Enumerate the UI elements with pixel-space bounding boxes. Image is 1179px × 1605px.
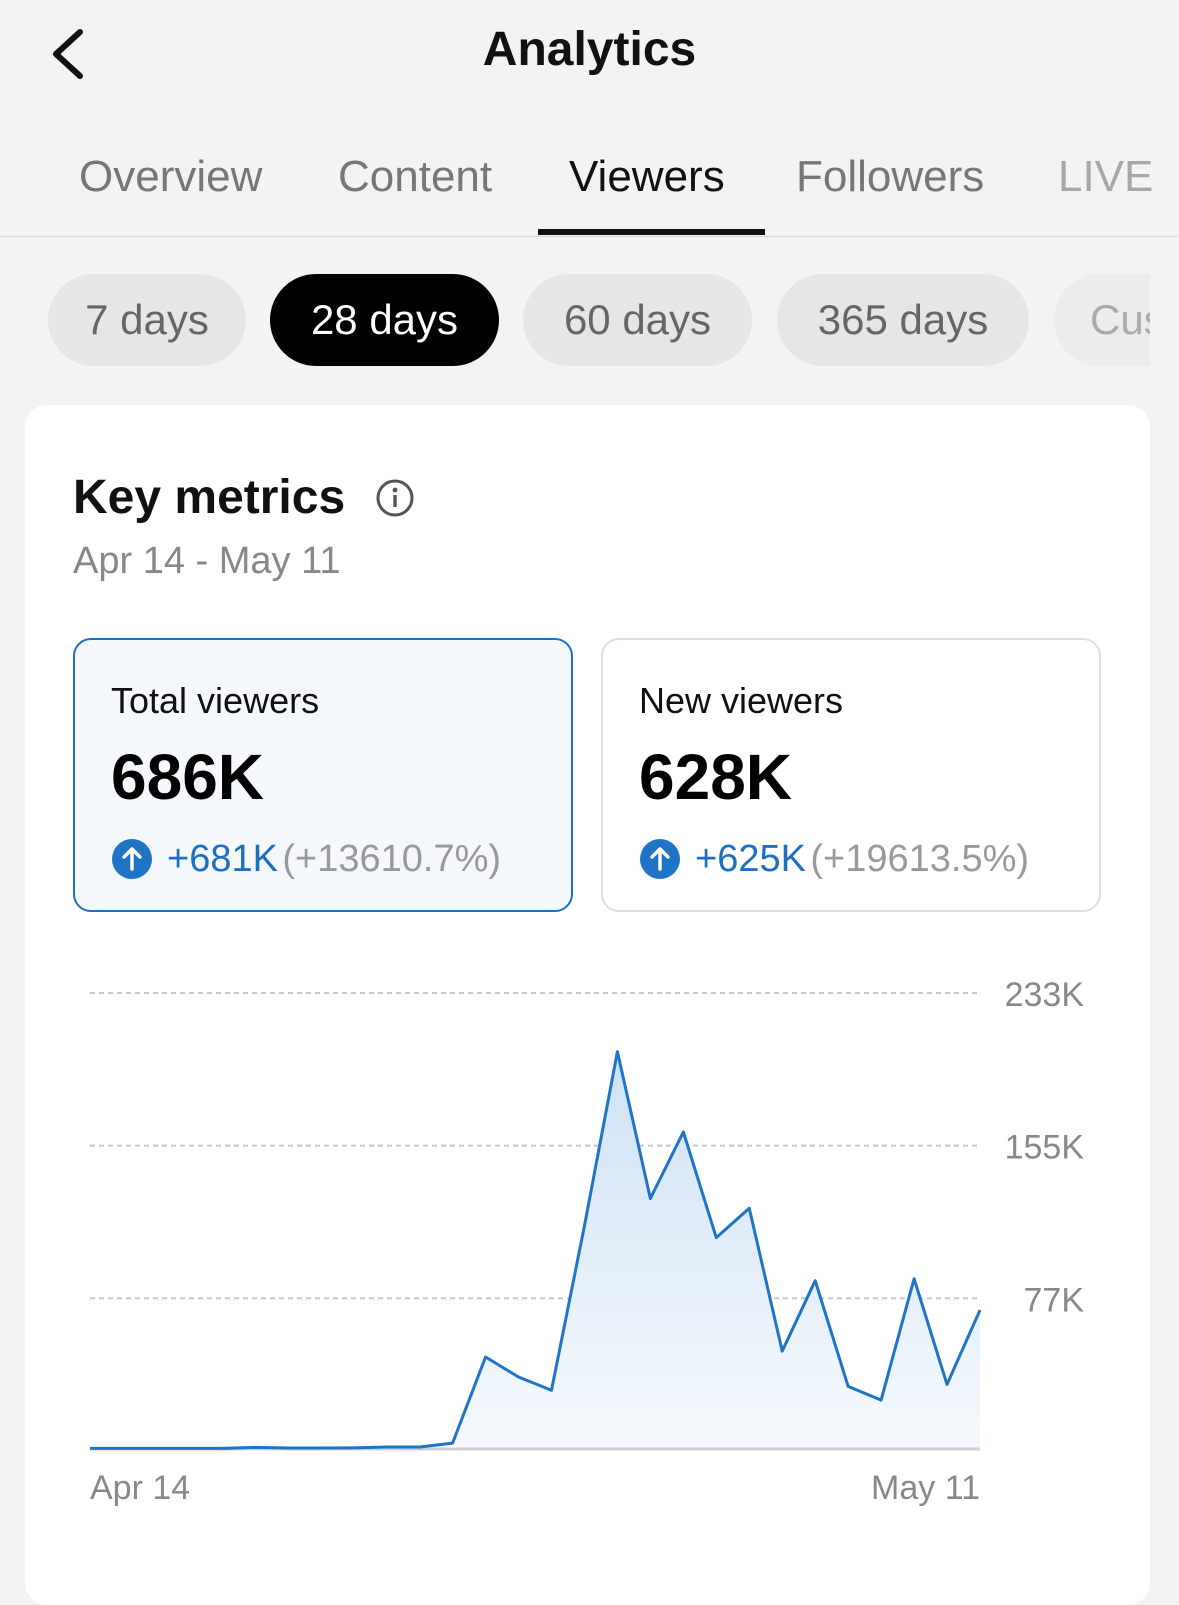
- period-pill[interactable]: Cus: [1054, 274, 1150, 366]
- date-range: Apr 14 - May 11: [73, 540, 341, 582]
- up-icon: [640, 839, 680, 879]
- metric-percent: (+19613.5%): [810, 838, 1030, 880]
- section-title: Key metrics: [73, 471, 346, 524]
- y-tick-label: 77K: [1024, 1281, 1085, 1319]
- tab-indicator: [538, 229, 765, 235]
- chart: 77K 155K 233K Apr 14 May 11: [90, 976, 1085, 1507]
- tab[interactable]: Followers: [796, 152, 985, 201]
- metric-change-row: +625K (+19613.5%): [695, 838, 1029, 881]
- y-tick-label: 233K: [1005, 976, 1085, 1014]
- back-icon: [53, 29, 83, 79]
- info-icon[interactable]: [374, 477, 416, 519]
- period-pill[interactable]: 365 days: [777, 274, 1029, 366]
- metric-change: +681K: [167, 838, 278, 880]
- divider: [0, 236, 1179, 237]
- x-tick-label: May 11: [871, 1469, 980, 1507]
- tab[interactable]: Overview: [79, 152, 263, 201]
- line: [90, 1050, 982, 1450]
- back-button[interactable]: [48, 28, 88, 80]
- up-icon: [112, 839, 152, 879]
- metric-label: Total viewers: [111, 680, 320, 721]
- period-pill[interactable]: 28 days: [270, 274, 499, 366]
- y-tick-label: 155K: [1005, 1129, 1085, 1167]
- metric-change: +625K: [695, 838, 806, 880]
- metric-value: 628K: [639, 741, 792, 813]
- tab[interactable]: LIVE: [1058, 152, 1154, 201]
- metric-value: 686K: [111, 741, 264, 813]
- metric-percent: (+13610.7%): [282, 838, 502, 880]
- tab[interactable]: Content: [338, 152, 493, 201]
- metric-card[interactable]: New viewers 628K +625K (+19613.5%): [601, 638, 1101, 912]
- metric-change-row: +681K (+13610.7%): [167, 838, 501, 881]
- metric-card[interactable]: Total viewers 686K +681K (+13610.7%): [73, 638, 573, 912]
- period-pill[interactable]: 7 days: [48, 274, 246, 366]
- tab[interactable]: Viewers: [569, 152, 725, 201]
- area-fill: [90, 1051, 980, 1449]
- x-tick-label: Apr 14: [90, 1469, 190, 1507]
- metric-label: New viewers: [639, 680, 844, 721]
- page-title: Analytics: [482, 23, 697, 76]
- period-pill[interactable]: 60 days: [523, 274, 752, 366]
